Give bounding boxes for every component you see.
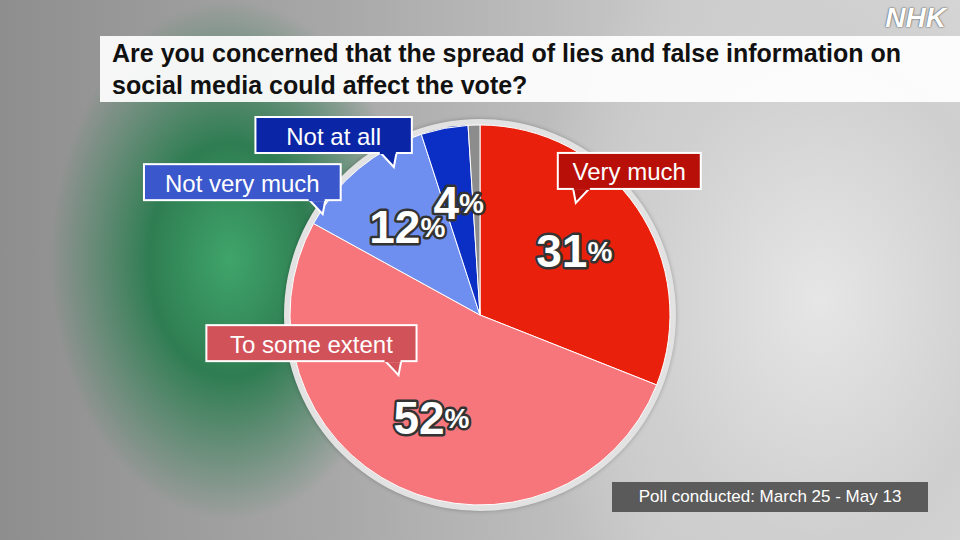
svg-text:To some extent: To some extent [230, 331, 393, 358]
svg-text:4%: 4% [433, 177, 484, 229]
html-text:12: 12 [369, 201, 421, 254]
svg-text:Not at all: Not at all [286, 123, 381, 150]
html-text:Poll conducted: March 25 - May: Poll conducted: March 25 - May 13 [638, 487, 902, 506]
html-text:NHK: NHK [885, 2, 946, 33]
html-text:Are you concerned that the spr: Are you concerned that the spread of lie… [112, 39, 901, 99]
svg-text:31%: 31% [536, 225, 612, 277]
svg-text:Very much: Very much [573, 158, 686, 185]
svg-text:Not very much: Not very much [165, 170, 320, 197]
svg-text:52%: 52% [393, 392, 469, 444]
